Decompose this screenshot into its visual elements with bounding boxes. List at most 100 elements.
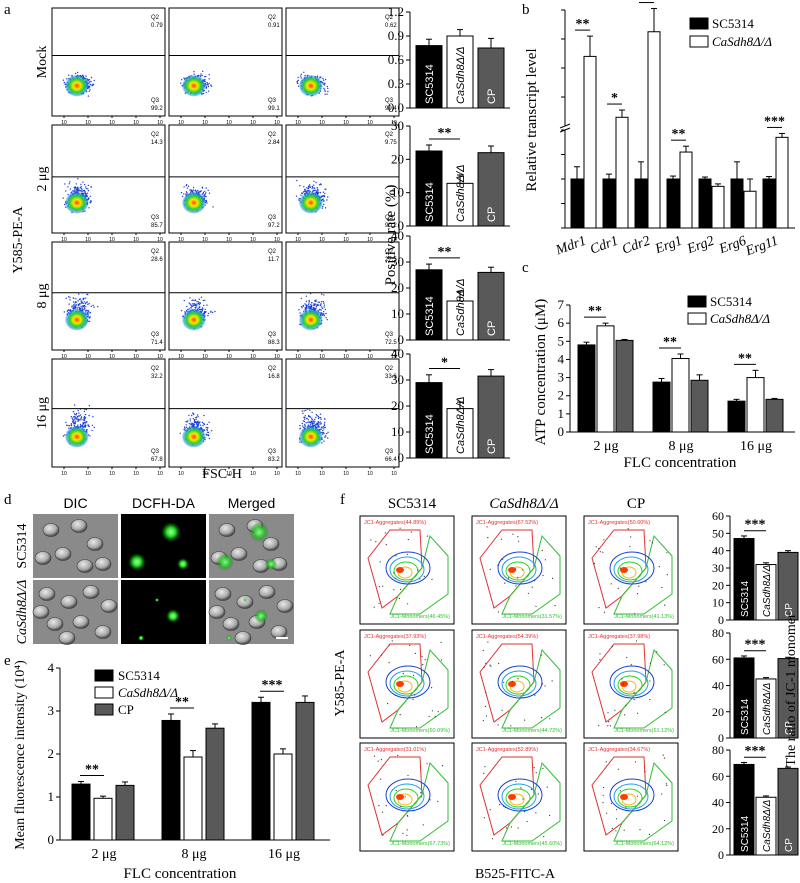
dot	[89, 81, 91, 83]
outlier-dot	[504, 806, 506, 809]
yeast-cell	[258, 585, 276, 599]
outlier-dot	[607, 725, 609, 727]
outlier-dot	[665, 783, 668, 785]
flow-plot	[168, 7, 283, 117]
flow-plot	[285, 358, 400, 468]
dot	[78, 306, 80, 309]
dot	[323, 302, 325, 304]
dot	[88, 414, 90, 417]
dot	[322, 200, 324, 202]
dot	[83, 418, 85, 420]
quadrant-label: Q3	[151, 449, 160, 455]
b-bar	[679, 151, 693, 229]
dot	[304, 423, 306, 426]
outlier-dot	[619, 790, 621, 792]
outlier-dot	[626, 656, 628, 659]
dot	[87, 79, 90, 82]
dot	[310, 306, 313, 308]
dot	[92, 84, 95, 86]
e-bar	[93, 797, 113, 841]
outlier-dot	[406, 829, 408, 831]
dot	[307, 187, 309, 189]
outlier-dot	[395, 555, 397, 557]
outlier-dot	[514, 568, 517, 570]
outlier-dot	[644, 771, 646, 773]
bar-a3-tick-label: 30	[391, 372, 404, 387]
outlier-dot	[422, 664, 424, 666]
dot	[88, 207, 90, 209]
outlier-dot	[633, 691, 635, 693]
x-tick-label: 10	[250, 120, 256, 126]
dot	[206, 202, 208, 204]
b-bar	[711, 185, 725, 229]
quadrant-label: Q3	[268, 449, 277, 455]
panel-letter-e: e	[4, 653, 11, 669]
x-tick-label: 10	[295, 354, 301, 360]
dot	[63, 81, 65, 84]
outlier-dot	[664, 711, 666, 713]
bar-f0-tick-label: 20	[712, 578, 724, 592]
jc1-plot	[471, 515, 567, 625]
outlier-dot	[424, 659, 426, 661]
dot	[73, 297, 75, 299]
outlier-dot	[391, 640, 393, 642]
outlier-dot	[663, 664, 665, 666]
monomer-label: JC1-Monomers(60.09%)	[390, 728, 450, 734]
quadrant-label: Q3	[268, 215, 277, 221]
dot	[313, 303, 315, 305]
yeast-cell	[54, 547, 72, 561]
dot	[312, 424, 314, 426]
dot	[314, 420, 316, 423]
dot	[325, 188, 327, 190]
outlier-dot	[422, 824, 424, 826]
quadrant-label: Q2	[268, 15, 277, 21]
x-tick-label: 10	[109, 471, 115, 477]
dot	[80, 305, 82, 308]
bar-a3-tick-label: 0	[398, 450, 405, 465]
dot	[304, 415, 306, 417]
dot	[73, 304, 75, 306]
dot	[324, 421, 326, 423]
monomer-label: JC1-Monomers(44.72%)	[502, 728, 562, 734]
dot	[196, 423, 198, 425]
bar-f1-tick-label: 40	[712, 679, 724, 693]
e-category: 16 μg	[268, 847, 300, 862]
dot	[320, 303, 322, 305]
outlier-dot	[645, 581, 647, 583]
quadrant-label: Q3	[385, 98, 394, 104]
dot	[206, 434, 208, 436]
dot	[326, 319, 328, 321]
x-tick-label: 10	[274, 237, 280, 243]
axis-label-fsc: FSC-H	[202, 467, 242, 482]
bar-a1-tick-label: 20	[391, 151, 404, 166]
dot	[75, 301, 78, 303]
x-tick-label: 10	[226, 471, 232, 477]
outlier-dot	[497, 611, 499, 613]
c-bar	[765, 398, 784, 433]
dot	[182, 195, 184, 198]
dot	[313, 184, 315, 186]
dot	[194, 304, 196, 307]
dot	[188, 423, 190, 425]
outlier-dot	[649, 540, 651, 542]
dot	[191, 423, 193, 426]
dot	[74, 422, 76, 424]
dot	[317, 188, 319, 190]
dot	[301, 422, 304, 425]
dot	[311, 411, 313, 414]
dot	[207, 314, 209, 317]
outlier-dot	[520, 787, 522, 789]
e-legend-swatch	[94, 669, 114, 682]
dot	[210, 84, 212, 86]
dot	[205, 433, 207, 435]
panel-letter-d: d	[4, 492, 12, 508]
outlier-dot	[511, 680, 513, 682]
dot	[91, 429, 93, 432]
outlier-dot	[500, 538, 502, 540]
bar-label: CaSdh8Δ/Δ	[455, 396, 467, 454]
outlier-dot	[602, 551, 604, 553]
outlier-dot	[625, 704, 627, 707]
dot	[73, 404, 76, 406]
dot	[93, 426, 95, 429]
e-legend-swatch	[94, 686, 114, 699]
